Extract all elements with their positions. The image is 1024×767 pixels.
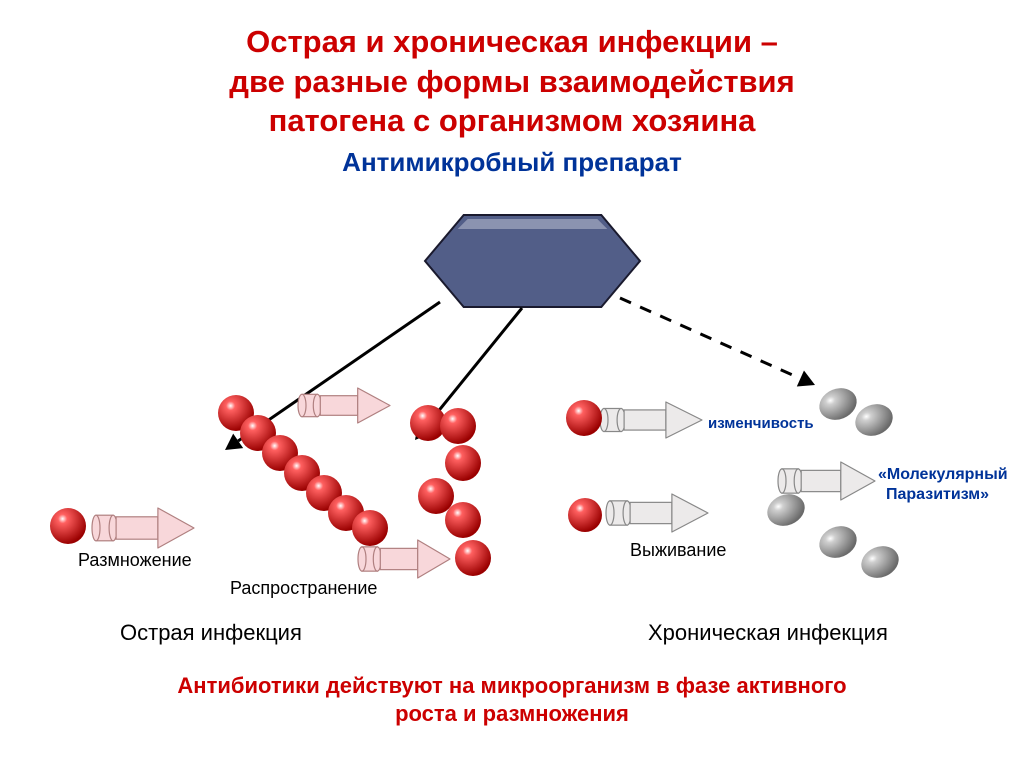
label-survival: Выживание <box>630 540 726 561</box>
bottom-line-1: Антибиотики действуют на микроорганизм в… <box>177 673 846 698</box>
main-title: Острая и хроническая инфекции – две разн… <box>0 0 1024 141</box>
section-chronic-infection: Хроническая инфекция <box>648 620 888 646</box>
subtitle-text: Антимикробный препарат <box>342 147 682 177</box>
red-cell-icon <box>410 405 446 441</box>
title-line-3: патогена с организмом хозяина <box>0 101 1024 141</box>
label-molecular-1: «Молекулярный <box>878 466 1008 484</box>
gray-cell-icon <box>763 489 810 532</box>
bottom-note: Антибиотики действуют на микроорганизм в… <box>0 672 1024 729</box>
red-cell-icon <box>218 395 254 431</box>
label-spreading: Распространение <box>230 578 377 599</box>
bottom-line-2: роста и размножения <box>395 701 629 726</box>
gray-cell-icon <box>857 541 904 584</box>
red-cell-icon <box>352 510 388 546</box>
label-variability: изменчивость <box>708 415 814 432</box>
gray-cell-icon <box>815 521 862 564</box>
red-cell-icon <box>568 498 602 532</box>
red-cell-icon <box>445 445 481 481</box>
label-reproduction: Размножение <box>78 550 192 571</box>
gray-cell-icon <box>815 383 862 426</box>
section-acute-infection: Острая инфекция <box>120 620 302 646</box>
hexagon-drug-icon <box>425 215 640 307</box>
red-cell-icon <box>262 435 298 471</box>
gray-cell-icon <box>851 399 898 442</box>
red-cell-icon <box>328 495 364 531</box>
subtitle: Антимикробный препарат <box>0 147 1024 178</box>
red-cell-icon <box>50 508 86 544</box>
red-cell-icon <box>240 415 276 451</box>
red-cell-icon <box>566 400 602 436</box>
label-molecular-2: Паразитизм» <box>886 486 989 504</box>
red-cell-icon <box>306 475 342 511</box>
red-cell-icon <box>284 455 320 491</box>
title-line-2: две разные формы взаимодействия <box>0 62 1024 102</box>
title-line-1: Острая и хроническая инфекции – <box>0 22 1024 62</box>
red-cell-icon <box>440 408 476 444</box>
red-cell-icon <box>455 540 491 576</box>
red-cell-icon <box>445 502 481 538</box>
red-cell-icon <box>418 478 454 514</box>
